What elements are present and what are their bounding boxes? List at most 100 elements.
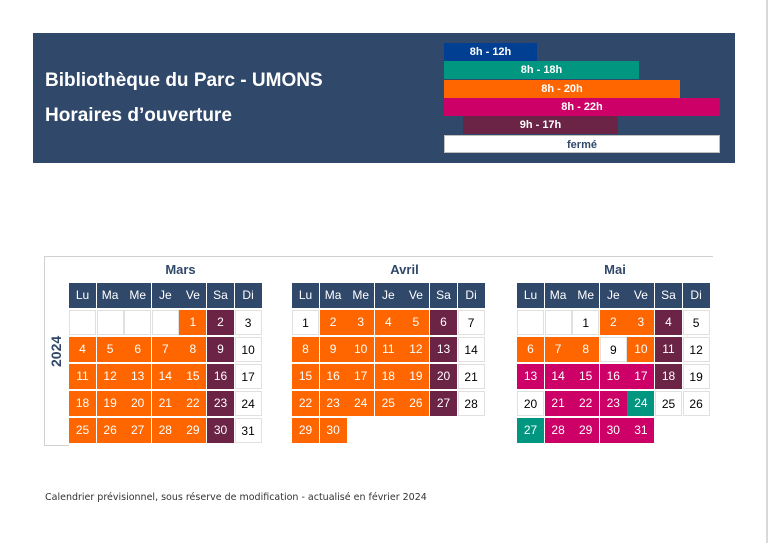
schedule-title: Horaires d’ouverture	[45, 105, 232, 126]
weekday-header: Ve	[179, 283, 207, 308]
month-title-mai: Mai	[517, 256, 713, 282]
day-cell: 19	[96, 391, 124, 417]
day-cell: 29	[292, 418, 319, 444]
day-cell: 13	[430, 337, 457, 363]
day-cell: 23	[319, 391, 347, 417]
legend-8h-18h: 8h - 18h	[444, 61, 639, 80]
day-cell: 14	[544, 364, 572, 390]
day-cell: 18	[655, 364, 682, 390]
day-cell: 23	[207, 391, 234, 417]
weekday-header: Sa	[430, 283, 457, 308]
day-cell: 22	[292, 391, 319, 417]
day-cell: 8	[179, 337, 207, 363]
empty-day-cell	[151, 310, 179, 335]
weekday-header: Ma	[96, 283, 124, 308]
empty-day-cell	[96, 310, 124, 335]
day-cell: 24	[234, 391, 262, 417]
day-cell: 17	[234, 364, 262, 390]
calendar-frame	[44, 256, 69, 446]
day-cell: 14	[151, 364, 179, 390]
day-cell: 29	[179, 418, 207, 444]
day-cell: 14	[457, 337, 485, 363]
day-cell: 1	[179, 310, 207, 335]
legend-8h-20h: 8h - 20h	[444, 79, 680, 98]
day-cell: 11	[374, 337, 402, 363]
empty-day-cell	[124, 310, 152, 335]
day-cell: 6	[517, 337, 544, 363]
day-cell: 31	[627, 418, 655, 444]
day-cell: 12	[682, 337, 710, 363]
legend-8h-22h: 8h - 22h	[444, 97, 720, 116]
day-cell: 30	[207, 418, 234, 444]
day-cell: 28	[544, 418, 572, 444]
weekday-header: Me	[124, 283, 152, 308]
day-cell: 15	[572, 364, 600, 390]
day-cell: 29	[572, 418, 600, 444]
day-cell: 8	[292, 337, 319, 363]
day-cell: 1	[292, 310, 319, 335]
weekday-header: Di	[457, 283, 485, 308]
day-cell: 7	[544, 337, 572, 363]
weekday-header: Sa	[207, 283, 234, 308]
weekday-header: Je	[151, 283, 179, 308]
weekday-header: Di	[234, 283, 262, 308]
day-cell: 27	[430, 391, 457, 417]
weekday-header: Me	[347, 283, 375, 308]
day-cell: 24	[347, 391, 375, 417]
day-cell: 6	[124, 337, 152, 363]
day-cell: 28	[457, 391, 485, 417]
month-title-avril: Avril	[292, 256, 517, 282]
weekday-header: Me	[572, 283, 600, 308]
day-cell: 19	[402, 364, 430, 390]
day-cell: 3	[347, 310, 375, 335]
day-cell: 20	[430, 364, 457, 390]
day-cell: 8	[572, 337, 600, 363]
day-cell: 11	[655, 337, 682, 363]
day-cell: 16	[207, 364, 234, 390]
day-cell: 9	[599, 337, 627, 363]
day-cell: 4	[69, 337, 96, 363]
day-cell: 7	[457, 310, 485, 335]
day-cell: 2	[207, 310, 234, 335]
day-cell: 28	[151, 418, 179, 444]
day-cell: 2	[319, 310, 347, 335]
day-cell: 13	[517, 364, 544, 390]
weekday-header: Ma	[319, 283, 347, 308]
day-cell: 10	[347, 337, 375, 363]
empty-day-cell	[517, 310, 544, 335]
weekday-header: Lu	[69, 283, 96, 308]
day-cell: 9	[319, 337, 347, 363]
day-cell: 26	[96, 418, 124, 444]
day-cell: 18	[69, 391, 96, 417]
day-cell: 26	[402, 391, 430, 417]
day-cell: 17	[347, 364, 375, 390]
weekday-header: Ve	[402, 283, 430, 308]
day-cell: 20	[124, 391, 152, 417]
day-cell: 30	[319, 418, 347, 444]
day-cell: 27	[124, 418, 152, 444]
day-cell: 10	[234, 337, 262, 363]
day-cell: 25	[69, 418, 96, 444]
weekday-header: Sa	[655, 283, 682, 308]
day-cell: 30	[599, 418, 627, 444]
day-cell: 22	[572, 391, 600, 417]
day-cell: 12	[96, 364, 124, 390]
page-edge	[766, 0, 768, 543]
day-cell: 16	[319, 364, 347, 390]
day-cell: 15	[179, 364, 207, 390]
day-cell: 23	[599, 391, 627, 417]
day-cell: 1	[572, 310, 600, 335]
weekday-header: Ve	[627, 283, 655, 308]
day-cell: 31	[234, 418, 262, 444]
weekday-header: Je	[599, 283, 627, 308]
day-cell: 9	[207, 337, 234, 363]
library-title: Bibliothèque du Parc - UMONS	[45, 70, 323, 91]
day-cell: 5	[96, 337, 124, 363]
day-cell: 25	[374, 391, 402, 417]
weekday-header: Lu	[292, 283, 319, 308]
day-cell: 21	[544, 391, 572, 417]
day-cell: 22	[179, 391, 207, 417]
footer-note: Calendrier prévisionnel, sous réserve de…	[45, 492, 427, 503]
weekday-header: Ma	[544, 283, 572, 308]
legend-ferm-: fermé	[444, 134, 720, 153]
